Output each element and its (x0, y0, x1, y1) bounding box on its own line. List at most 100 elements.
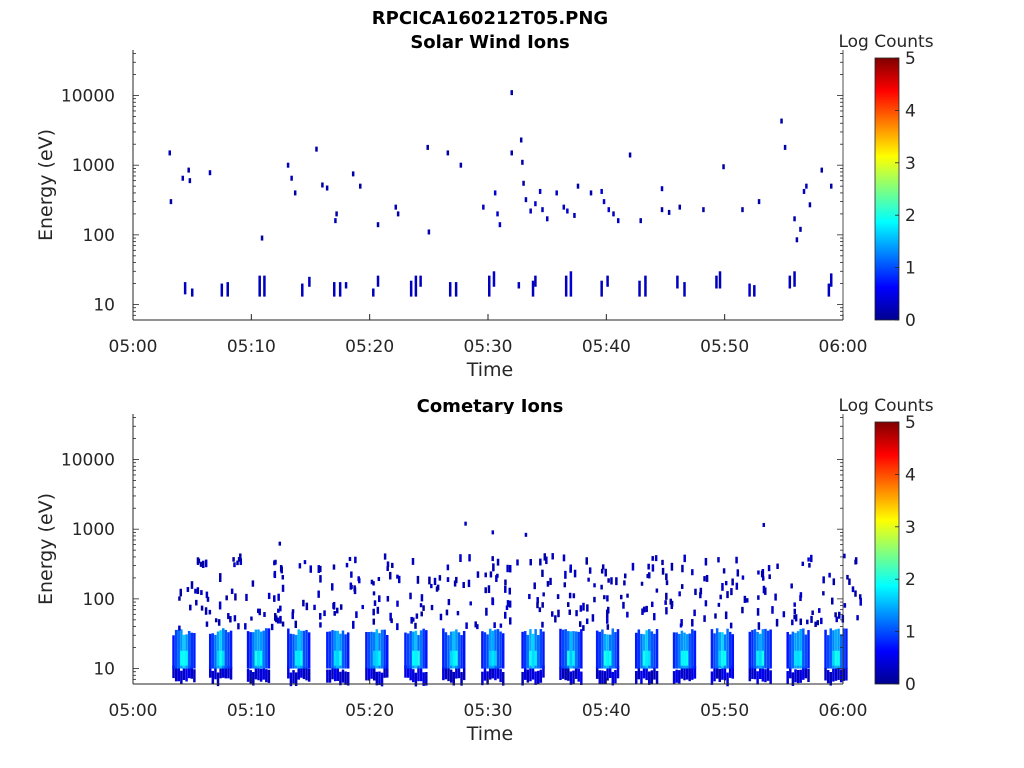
x-tick-label: 05:30 (464, 701, 513, 721)
heatmap-cell (676, 275, 679, 289)
heatmap-cell (252, 632, 255, 669)
heatmap-cell (670, 562, 674, 571)
heatmap-cell (672, 671, 676, 685)
heatmap-cell (791, 619, 794, 626)
x-tick-label: 06:00 (819, 701, 868, 721)
heatmap-cell (386, 566, 389, 572)
heatmap-cell (214, 634, 217, 669)
heatmap-cell (464, 521, 467, 526)
heatmap-cell (794, 632, 797, 669)
heatmap-cell (332, 564, 336, 570)
heatmap-cell (257, 650, 260, 666)
heatmap-cell (804, 665, 808, 679)
heatmap-cell (185, 650, 188, 666)
heatmap-cell (756, 632, 759, 669)
heatmap-cell (420, 594, 424, 602)
heatmap-cell (386, 561, 390, 568)
heatmap-cell (474, 621, 477, 628)
heatmap-cell (196, 557, 200, 565)
heatmap-cell (667, 209, 671, 215)
heatmap-cell (449, 669, 453, 683)
heatmap-cell (728, 665, 732, 678)
heatmap-cell (640, 670, 643, 685)
heatmap-cell (189, 604, 192, 611)
colorbar-tick-label: 5 (905, 413, 916, 433)
heatmap-cell (521, 631, 524, 669)
heatmap-cell (839, 669, 843, 683)
heatmap-cell (281, 584, 285, 592)
heatmap-cell (446, 564, 450, 571)
heatmap-cell (409, 631, 412, 669)
heatmap-cell (205, 591, 209, 599)
heatmap-cell (757, 622, 761, 630)
heatmap-cell (566, 602, 570, 607)
heatmap-cell (788, 275, 792, 289)
heatmap-cell (378, 595, 381, 603)
heatmap-cell (503, 611, 507, 619)
heatmap-cell (651, 564, 655, 572)
heatmap-cell (422, 605, 425, 611)
heatmap-cell (346, 632, 350, 669)
heatmap-cell (319, 565, 322, 573)
heatmap-cell (715, 628, 719, 669)
heatmap-cell (582, 625, 585, 631)
heatmap-cell (795, 237, 799, 243)
heatmap-cell (577, 631, 580, 669)
heatmap-cell (496, 211, 499, 217)
heatmap-cell (606, 650, 609, 666)
heatmap-cell (829, 671, 833, 686)
heatmap-cell (491, 556, 494, 562)
heatmap-cell (856, 615, 859, 621)
heatmap-cell (793, 216, 796, 222)
heatmap-cell (211, 670, 215, 685)
heatmap-cell (501, 633, 505, 669)
y-tick-label: 10000 (61, 451, 115, 471)
heatmap-cell (569, 631, 573, 669)
heatmap-cell (678, 204, 682, 210)
heatmap-cell (678, 591, 681, 597)
heatmap-cell (469, 601, 472, 606)
heatmap-cell (766, 668, 770, 681)
heatmap-cell (799, 592, 803, 598)
heatmap-cell (419, 668, 423, 682)
heatmap-cell (675, 632, 678, 669)
heatmap-cell (843, 603, 847, 608)
colorbar-tick-label: 3 (905, 154, 916, 174)
heatmap-cell (721, 650, 724, 666)
heatmap-cell (612, 211, 615, 217)
heatmap-cell (764, 669, 767, 683)
heatmap-cell (660, 186, 664, 192)
heatmap-cell (182, 650, 186, 666)
heatmap-cell (832, 578, 836, 586)
x-tick-label: 05:00 (109, 701, 158, 721)
heatmap-cell (333, 668, 337, 682)
heatmap-cell (645, 605, 648, 613)
heatmap-cell (703, 576, 706, 582)
heatmap-cell (683, 650, 686, 666)
y-tick-label: 10 (93, 296, 115, 316)
heatmap-cell (491, 650, 495, 666)
heatmap-cell (753, 285, 756, 297)
heatmap-cell (753, 629, 757, 669)
heatmap-cell (826, 635, 830, 669)
heatmap-cell (419, 275, 422, 287)
heatmap-cell (753, 666, 757, 680)
heatmap-cell (564, 629, 567, 669)
heatmap-cell (508, 600, 512, 608)
heatmap-cell (561, 666, 565, 679)
heatmap-cell (258, 275, 261, 297)
heatmap-cell (549, 577, 552, 585)
heatmap-cell (376, 275, 380, 287)
heatmap-cell (726, 672, 729, 687)
heatmap-cell (837, 628, 840, 669)
heatmap-cell (430, 583, 433, 589)
heatmap-cell (200, 605, 204, 611)
heatmap-cell (796, 631, 800, 669)
heatmap-cell (457, 665, 461, 679)
heatmap-cell (790, 583, 793, 589)
x-tick-label: 05:40 (582, 337, 631, 357)
heatmap-cell (287, 666, 290, 679)
heatmap-cell (491, 665, 495, 679)
heatmap-cell (373, 600, 377, 606)
heatmap-cell (723, 667, 727, 681)
